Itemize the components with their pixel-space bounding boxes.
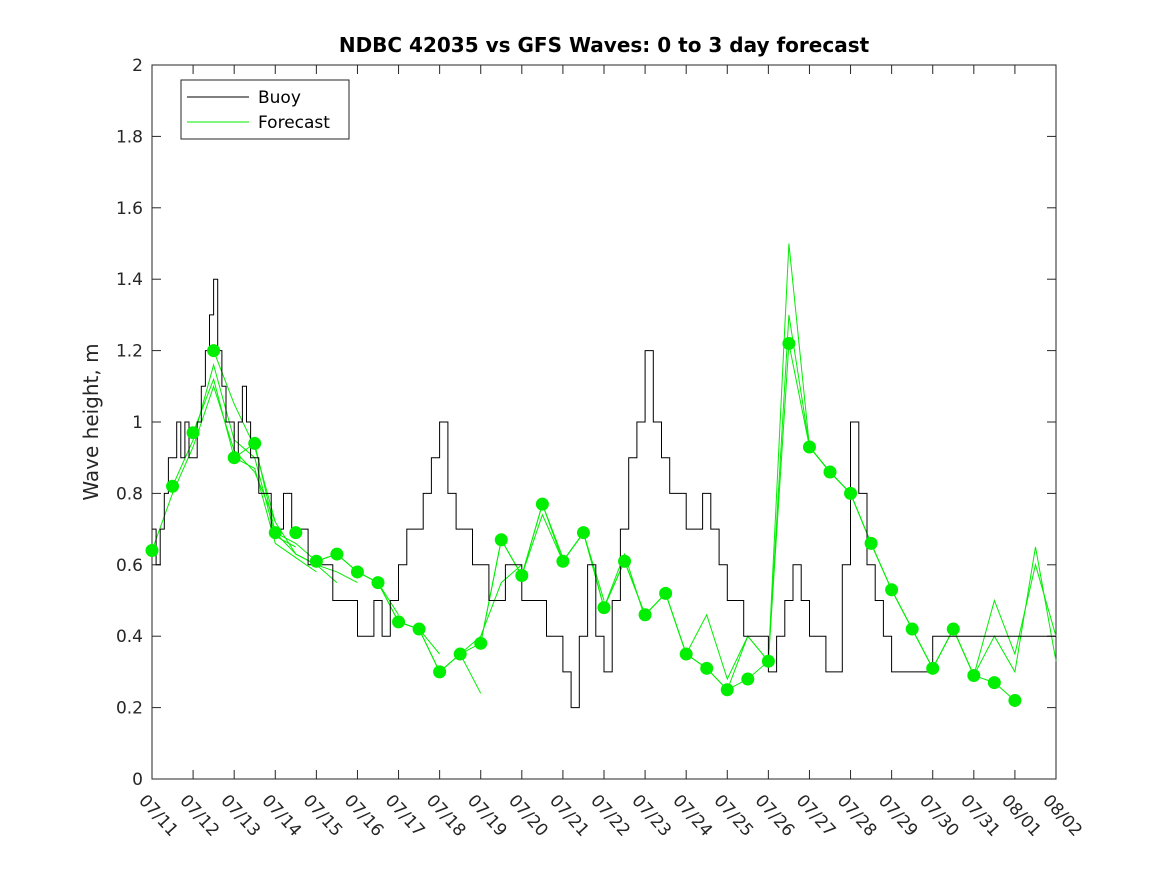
y-tick-label: 1.2 (116, 342, 143, 362)
forecast-dot (145, 544, 159, 558)
forecast-dot (207, 344, 221, 358)
forecast-dot (659, 586, 673, 600)
forecast-dot (576, 526, 590, 540)
legend-label-forecast: Forecast (258, 113, 330, 133)
y-tick-label: 0.8 (116, 484, 143, 504)
forecast-dot (371, 576, 385, 590)
forecast-dot (556, 554, 570, 568)
forecast-dot (474, 636, 488, 650)
forecast-dot (494, 533, 508, 547)
y-tick-label: 0.6 (116, 556, 143, 576)
buoy-series (152, 278, 1056, 709)
y-tick-label: 0 (132, 770, 143, 790)
forecast-dot (638, 608, 652, 622)
y-tick-label: 1.6 (116, 199, 143, 219)
legend-label-buoy: Buoy (258, 88, 301, 108)
forecast-dot (330, 547, 344, 561)
forecast-dot (987, 676, 1001, 690)
forecast-dot (433, 665, 447, 679)
y-tick-label: 1 (132, 413, 143, 433)
forecast-dot (350, 565, 364, 579)
forecast-dot (967, 668, 981, 682)
forecast-line (192, 377, 317, 573)
forecast-dot (700, 661, 714, 675)
forecast-dot (946, 622, 960, 636)
forecast-line (973, 546, 1057, 676)
forecast-dot (309, 554, 323, 568)
forecast-dot (905, 622, 919, 636)
forecast-dot (864, 536, 878, 550)
y-tick-label: 2 (132, 56, 143, 76)
forecast-dot (412, 622, 426, 636)
forecast-dot (186, 426, 200, 440)
forecast-dot (741, 672, 755, 686)
forecast-dot (720, 683, 734, 697)
legend: Buoy Forecast (180, 79, 350, 140)
forecast-dot (515, 569, 529, 583)
y-tick-label: 0.4 (116, 627, 143, 647)
forecast-dot (761, 654, 775, 668)
forecast-dot (885, 583, 899, 597)
forecast-dot (597, 601, 611, 615)
forecast-dot (823, 465, 837, 479)
forecast-dot (248, 436, 262, 450)
forecast-dots (145, 336, 1022, 707)
forecast-dot (844, 486, 858, 500)
forecast-dot (802, 440, 816, 454)
y-axis-label: Wave height, m (79, 343, 103, 500)
legend-box (180, 79, 350, 140)
forecast-dot (227, 451, 241, 465)
y-tick-label: 0.2 (116, 699, 143, 719)
forecast-dot (1008, 693, 1022, 707)
y-tick-label: 1.8 (116, 127, 143, 147)
forecast-dot (618, 554, 632, 568)
plot-area: 00.20.40.60.811.21.41.61.82 07/1107/1207… (116, 56, 1086, 841)
chart-title: NDBC 42035 vs GFS Waves: 0 to 3 day fore… (339, 33, 870, 57)
forecast-dot (289, 526, 303, 540)
forecast-dot (453, 647, 467, 661)
forecast-dot (679, 647, 693, 661)
forecast-dot (166, 479, 180, 493)
forecast-line (151, 384, 276, 551)
forecast-dot (392, 615, 406, 629)
y-axis: 0 0.2 0.4 0.6 0.8 1 1.2 1.4 1.6 1.8 2 (116, 56, 1056, 790)
buoy-line (152, 278, 1056, 709)
forecast-dot (926, 661, 940, 675)
forecast-dot (535, 497, 549, 511)
forecast-dot (268, 526, 282, 540)
y-tick-label: 1.4 (116, 270, 143, 290)
forecast-dot (782, 336, 796, 350)
